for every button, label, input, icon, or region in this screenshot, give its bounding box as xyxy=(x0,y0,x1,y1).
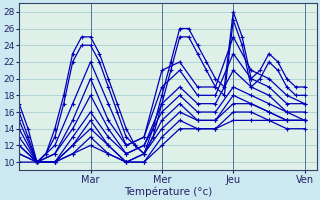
X-axis label: Température (°c): Température (°c) xyxy=(124,186,212,197)
